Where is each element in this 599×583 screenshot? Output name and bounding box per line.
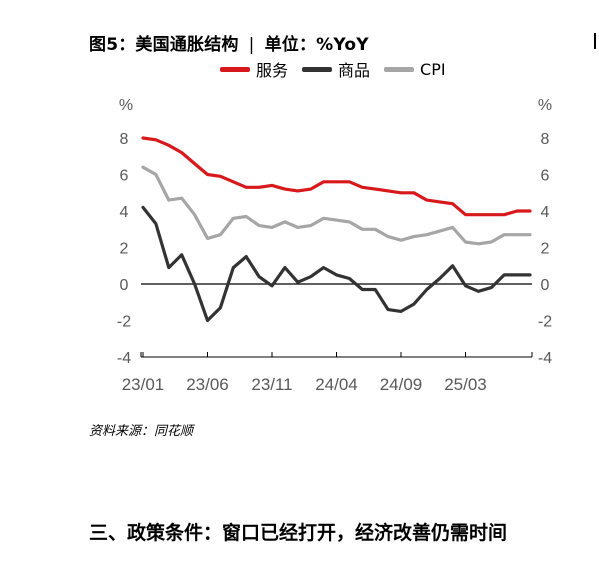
- x-tick-label-4: 24/09: [380, 375, 423, 394]
- chart-title: 图5：美国通胀结构 | 单位：%YoY: [89, 30, 369, 55]
- y-tick-left-2: 2: [120, 241, 129, 258]
- y-unit-left: %: [119, 97, 133, 114]
- x-tick-label-0: 23/01: [122, 375, 165, 394]
- y-tick-left-4: 4: [120, 204, 129, 221]
- y-tick-right-6: 6: [541, 168, 550, 185]
- y-tick-right-0: 0: [541, 277, 550, 294]
- x-tick-label-5: 25/03: [444, 375, 487, 394]
- y-tick-right--2: -2: [538, 314, 552, 331]
- inflation-line-chart: -4 -4 -2 -2 0 0 2 2 4 4 6 6 8 8% % 23/01 23/06 23/11 24/04…: [117, 97, 552, 394]
- y-tick-right--4: -4: [538, 350, 552, 367]
- legend-label-goods: 商品: [338, 61, 371, 80]
- y-tick-left-8: 8: [120, 131, 129, 148]
- chart-title-main: 图5：美国通胀结构: [89, 35, 239, 55]
- legend-item-services: 服务: [220, 57, 288, 81]
- y-tick-left--4: -4: [117, 350, 131, 367]
- chart-legend: 服务 商品 CPI: [220, 58, 460, 80]
- y-tick-right-8: 8: [541, 131, 550, 148]
- y-tick-right-2: 2: [541, 241, 550, 258]
- adjacent-panel-edge: [594, 33, 596, 49]
- series-line-cpi: [141, 165, 532, 246]
- source-note: 资料来源：同花顺: [89, 424, 194, 439]
- legend-swatch-goods: [302, 66, 333, 72]
- y-tick-left-6: 6: [120, 168, 129, 185]
- y-tick-left-0: 0: [120, 277, 129, 294]
- chart-title-unit: 单位：%YoY: [264, 35, 369, 55]
- y-unit-right: %: [538, 97, 552, 114]
- legend-label-cpi: CPI: [420, 59, 446, 79]
- y-tick-right-4: 4: [541, 204, 550, 221]
- y-tick-left--2: -2: [117, 314, 131, 331]
- legend-item-goods: 商品: [302, 57, 370, 81]
- legend-label-services: 服务: [256, 61, 289, 80]
- section-heading: 三、政策条件：窗口已经打开，经济改善仍需时间: [89, 522, 508, 544]
- legend-swatch-services: [220, 66, 250, 72]
- series-line-goods: [141, 205, 532, 323]
- x-tick-label-3: 24/04: [315, 375, 358, 394]
- x-tick-label-2: 23/11: [251, 375, 292, 394]
- title-separator: |: [248, 35, 255, 55]
- legend-swatch-cpi: [384, 66, 415, 72]
- x-tick-label-1: 23/06: [186, 375, 229, 394]
- series-line-services: [141, 136, 532, 217]
- legend-item-cpi: CPI: [384, 60, 446, 79]
